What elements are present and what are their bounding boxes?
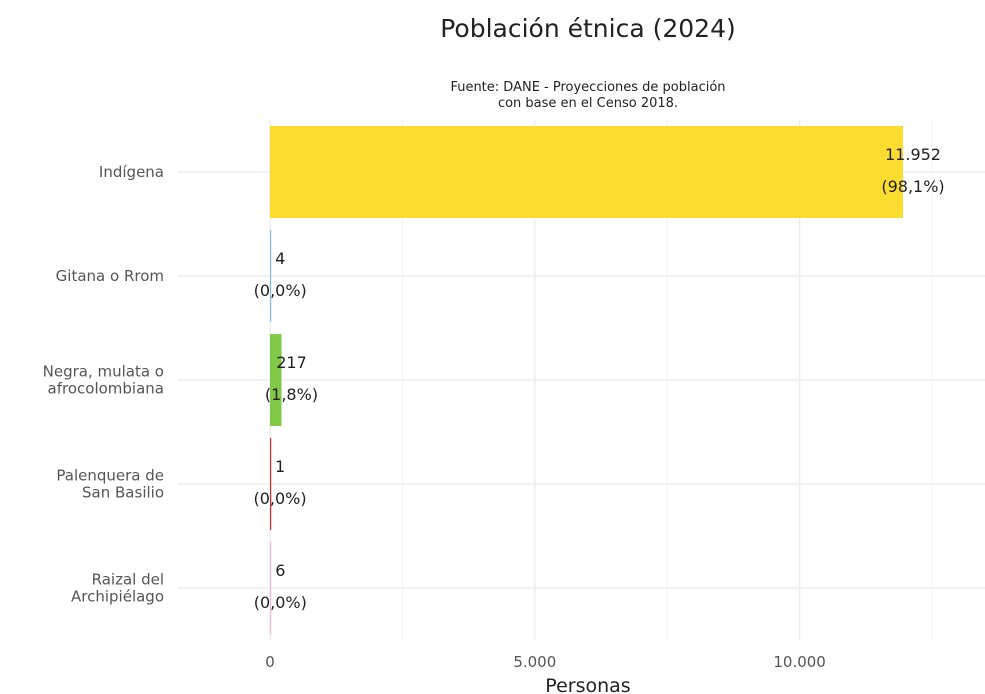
x-tick-label: 10.000 <box>773 653 826 671</box>
category-label: Palenquera de <box>56 467 164 485</box>
bar <box>270 438 272 530</box>
category-label: Archipiélago <box>71 588 164 606</box>
category-labels: Indígena Gitana o Rrom Negra, mulata oafro… <box>43 163 164 606</box>
chart-subtitle-line-2: con base en el Censo 2018. <box>498 96 678 111</box>
value-label: 1 <box>275 457 285 476</box>
bar <box>270 126 903 218</box>
category-label: Gitana o Rrom <box>56 267 164 285</box>
value-label: 217 <box>276 353 307 372</box>
value-label: 4 <box>275 249 285 268</box>
x-tick-label: 5.000 <box>513 653 556 671</box>
chart-title: Población étnica (2024) <box>440 14 736 43</box>
percent-label: (0,0%) <box>254 281 307 300</box>
category-label: San Basilio <box>82 484 164 502</box>
chart-subtitle-line-1: Fuente: DANE - Proyecciones de población <box>450 80 725 95</box>
x-tick-label: 0 <box>265 653 275 671</box>
value-label: 6 <box>275 561 285 580</box>
x-tick-labels: 0 5.000 10.000 <box>265 653 826 671</box>
category-label: afrocolombiana <box>48 380 164 398</box>
percent-label: (1,8%) <box>265 385 318 404</box>
bar <box>270 230 272 322</box>
category-label: Raizal del <box>92 571 164 589</box>
x-axis-title: Personas <box>545 675 630 694</box>
bars <box>270 126 903 634</box>
percent-label: (0,0%) <box>253 489 306 508</box>
bar <box>270 334 282 426</box>
value-label: 11.952 <box>885 145 941 164</box>
value-labels: 11.952 (98,1%) 4 (0,0%) 217 (1,8%) 1 (0,0%) 6 (0,… <box>253 145 944 612</box>
bar <box>270 542 272 634</box>
percent-label: (0,0%) <box>254 593 307 612</box>
category-label: Indígena <box>99 163 164 181</box>
percent-label: (98,1%) <box>881 177 944 196</box>
category-label: Negra, mulata o <box>43 363 164 381</box>
